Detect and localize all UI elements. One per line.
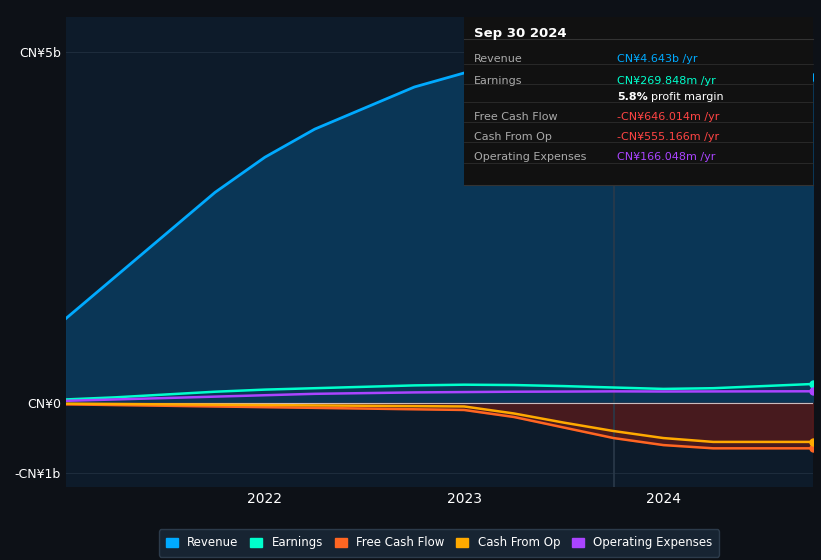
Text: 5.8%: 5.8% xyxy=(617,91,648,101)
Text: Earnings: Earnings xyxy=(475,77,523,86)
Text: Operating Expenses: Operating Expenses xyxy=(475,152,587,162)
Text: CN¥4.643b /yr: CN¥4.643b /yr xyxy=(617,54,698,64)
Text: Free Cash Flow: Free Cash Flow xyxy=(475,112,558,122)
Legend: Revenue, Earnings, Free Cash Flow, Cash From Op, Operating Expenses: Revenue, Earnings, Free Cash Flow, Cash … xyxy=(159,529,719,557)
Text: Revenue: Revenue xyxy=(475,54,523,64)
Text: profit margin: profit margin xyxy=(650,91,723,101)
Text: -CN¥555.166m /yr: -CN¥555.166m /yr xyxy=(617,132,719,142)
Text: -CN¥646.014m /yr: -CN¥646.014m /yr xyxy=(617,112,720,122)
Text: CN¥269.848m /yr: CN¥269.848m /yr xyxy=(617,77,716,86)
Text: Sep 30 2024: Sep 30 2024 xyxy=(475,27,567,40)
Text: Cash From Op: Cash From Op xyxy=(475,132,553,142)
Text: CN¥166.048m /yr: CN¥166.048m /yr xyxy=(617,152,716,162)
